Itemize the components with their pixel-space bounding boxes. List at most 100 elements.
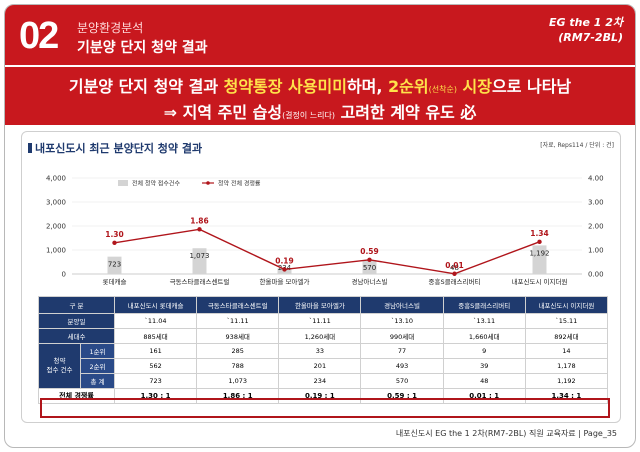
headline-highlight: 2순위 — [388, 77, 429, 96]
line-point — [282, 267, 287, 272]
x-tick-label: 롯데캐슬 — [103, 277, 127, 286]
table-cell: 1,660세대 — [442, 328, 526, 344]
column-header: 극동스타클래스센트럴 — [196, 296, 280, 314]
legend-bar-swatch — [118, 180, 128, 186]
bar-value-label: 570 — [363, 264, 376, 272]
column-header: 내포신도시 롯데캐슬 — [113, 296, 198, 314]
y-tick-label-right: 2.00 — [588, 223, 604, 231]
line-value-label: 0.59 — [360, 247, 379, 256]
table-cell: 0.59 : 1 — [360, 388, 444, 404]
table-cell: 1,178 — [524, 358, 609, 374]
table-cell: 493 — [360, 358, 444, 374]
column-header: 중흥S클래스리버티 — [442, 296, 526, 314]
x-tick-label: 경남아너스빌 — [352, 277, 388, 286]
table-cell: 1.30 : 1 — [113, 388, 198, 404]
row-label: 총 계 — [80, 373, 115, 389]
table-cell: 562 — [113, 358, 198, 374]
column-header: 한올마을 모아엘가 — [278, 296, 362, 314]
y-tick-label-right: 4.00 — [588, 175, 604, 183]
line-value-label: 1.30 — [105, 230, 124, 239]
x-tick-label: 내포신도시 이지더원 — [512, 277, 568, 286]
table-header-row: 구 분 내포신도시 롯데캐슬 극동스타클래스센트럴 한올마을 모아엘가 경남아너… — [38, 296, 609, 314]
document-title-line1: EG the 1 2차 — [548, 16, 623, 29]
document-title: EG the 1 2차 (RM7-2BL) — [549, 15, 623, 45]
table-cell: 570 — [360, 373, 444, 389]
section-title: 기분양 단지 청약 결과 — [77, 40, 208, 56]
y-tick-label-left: 4,000 — [46, 175, 66, 183]
table-row: 분양일 `11.04 `11.11 `11.11 `13.10 `13.11 `… — [38, 313, 609, 329]
combo-chart: 0 0.00 1,000 1.00 2,000 2.00 3,000 3.00 4,000 4.0… — [46, 175, 604, 287]
table-cell: 161 — [113, 343, 198, 359]
table-cell: `15.11 — [524, 313, 609, 329]
headline-line1: 기분양 단지 청약 결과 청약통장 사용미미하며, 2순위(선착순) 시장으로 … — [5, 73, 635, 97]
legend-bar-label: 전체 청약 접수건수 — [132, 180, 180, 188]
table-cell: 39 — [442, 358, 526, 374]
headline-emphasis: 必 — [460, 103, 477, 122]
chart-title-text: 내포신도시 최근 분양단지 청약 결과 — [35, 142, 203, 155]
y-tick-label-left: 1,000 — [46, 247, 66, 255]
legend-line-marker — [206, 181, 210, 185]
y-tick-label-right: 3.00 — [588, 199, 604, 207]
table-cell: 892세대 — [524, 328, 609, 344]
table-row: 2순위 562 788 201 493 39 1,178 — [39, 358, 609, 374]
table-cell: 9 — [442, 343, 526, 359]
headline-highlight: 청약통장 사용미미 — [223, 77, 347, 96]
series-line — [114, 228, 540, 275]
headline-text: 고려한 계약 유도 — [335, 103, 461, 122]
row-label: 분양일 — [38, 313, 115, 329]
table-cell: `11.11 — [278, 313, 362, 329]
row-label: 2순위 — [80, 358, 115, 374]
headline-text: 으로 나타남 — [491, 77, 572, 96]
headline-text: 하며, — [346, 77, 389, 96]
table-row: 세대수 885세대 938세대 1,260세대 990세대 1,660세대 89… — [38, 328, 609, 344]
table-cell: 285 — [196, 343, 280, 359]
line-point — [452, 271, 457, 276]
table-row: 총 계 723 1,073 234 570 48 1,192 — [39, 373, 609, 389]
slide-frame: 02 분양환경분석 기분양 단지 청약 결과 EG the 1 2차 (RM7-… — [4, 4, 636, 448]
y-tick-label-left: 3,000 — [46, 199, 66, 207]
y-tick-label-left: 0 — [62, 271, 66, 279]
headline-banner: 기분양 단지 청약 결과 청약통장 사용미미하며, 2순위(선착순) 시장으로 … — [5, 67, 635, 125]
legend-line-label: 청약 전체 경쟁률 — [218, 180, 261, 188]
headline-text: 기분양 단지 청약 결과 — [68, 77, 224, 96]
y-tick-label-right: 0.00 — [588, 271, 604, 279]
competition-row: 전체 경쟁률 1.30 : 1 1.86 : 1 0.19 : 1 0.59 :… — [38, 388, 609, 404]
table-cell: 1,260세대 — [278, 328, 362, 344]
table-cell: `13.11 — [442, 313, 526, 329]
line-value-label: 0.01 — [445, 261, 464, 270]
row-label: 1순위 — [80, 343, 115, 359]
table-cell: `11.04 — [113, 313, 198, 329]
content-panel: 내포신도시 최근 분양단지 청약 결과 [자료, Reps114 / 단위 : … — [21, 131, 621, 423]
line-point — [537, 239, 542, 245]
headline-note: (결정이 느리다) — [282, 111, 336, 120]
row-group-label: 청약 접수 건수 — [38, 343, 81, 389]
table-cell: 1.34 : 1 — [524, 388, 609, 404]
x-tick-label: 한올마을 모아엘가 — [260, 277, 310, 286]
line-value-label: 1.34 — [530, 229, 549, 238]
bar-value-label: 48 — [450, 264, 459, 272]
title-marker — [28, 143, 32, 153]
table-cell: 14 — [524, 343, 609, 359]
table-header-label: 구 분 — [38, 296, 115, 314]
table-cell: 77 — [360, 343, 444, 359]
table-cell: 48 — [442, 373, 526, 389]
table-cell: 234 — [278, 373, 362, 389]
headline-highlight: 시장 — [456, 77, 492, 96]
section-subtitle: 분양환경분석 — [77, 21, 144, 35]
document-title-line2: (RM7-2BL) — [558, 31, 623, 44]
bar-value-label: 1,192 — [529, 249, 549, 257]
table-cell: 1,073 — [196, 373, 280, 389]
bar-value-label: 1,073 — [189, 252, 209, 260]
y-tick-label-right: 1.00 — [588, 247, 604, 255]
source-note: [자료, Reps114 / 단위 : 건] — [540, 142, 614, 149]
section-number: 02 — [19, 15, 59, 57]
table-cell: 938세대 — [196, 328, 280, 344]
page-footer: 내포신도시 EG the 1 2차(RM7-2BL) 직원 교육자료 | Pag… — [395, 429, 617, 438]
line-point — [112, 240, 117, 245]
chart-title: 내포신도시 최근 분양단지 청약 결과 — [28, 140, 202, 156]
table-cell: 788 — [196, 358, 280, 374]
line-point — [197, 227, 202, 232]
table-cell: 990세대 — [360, 328, 444, 344]
line-value-label: 1.86 — [190, 216, 209, 225]
bar — [362, 260, 377, 274]
